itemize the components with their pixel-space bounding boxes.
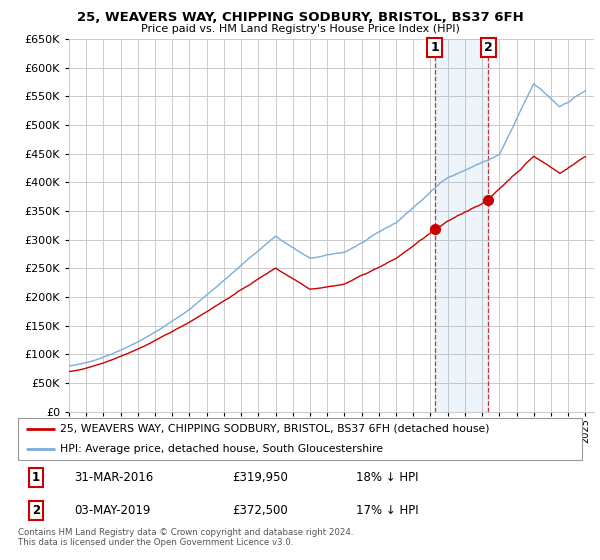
Text: HPI: Average price, detached house, South Gloucestershire: HPI: Average price, detached house, Sout… bbox=[60, 444, 383, 454]
Text: 17% ↓ HPI: 17% ↓ HPI bbox=[356, 504, 419, 517]
Text: Price paid vs. HM Land Registry's House Price Index (HPI): Price paid vs. HM Land Registry's House … bbox=[140, 24, 460, 34]
Bar bbox=[435, 39, 488, 412]
Text: 2: 2 bbox=[484, 41, 493, 54]
Text: 1: 1 bbox=[430, 41, 439, 54]
Text: 31-MAR-2016: 31-MAR-2016 bbox=[74, 471, 154, 484]
Text: 18% ↓ HPI: 18% ↓ HPI bbox=[356, 471, 419, 484]
Text: Contains HM Land Registry data © Crown copyright and database right 2024.
This d: Contains HM Land Registry data © Crown c… bbox=[18, 528, 353, 547]
FancyBboxPatch shape bbox=[18, 418, 582, 460]
Text: 25, WEAVERS WAY, CHIPPING SODBURY, BRISTOL, BS37 6FH: 25, WEAVERS WAY, CHIPPING SODBURY, BRIST… bbox=[77, 11, 523, 24]
Text: £372,500: £372,500 bbox=[232, 504, 288, 517]
Text: 1: 1 bbox=[32, 471, 40, 484]
Text: 03-MAY-2019: 03-MAY-2019 bbox=[74, 504, 151, 517]
Text: 2: 2 bbox=[32, 504, 40, 517]
Text: 25, WEAVERS WAY, CHIPPING SODBURY, BRISTOL, BS37 6FH (detached house): 25, WEAVERS WAY, CHIPPING SODBURY, BRIST… bbox=[60, 424, 490, 434]
Text: £319,950: £319,950 bbox=[232, 471, 288, 484]
